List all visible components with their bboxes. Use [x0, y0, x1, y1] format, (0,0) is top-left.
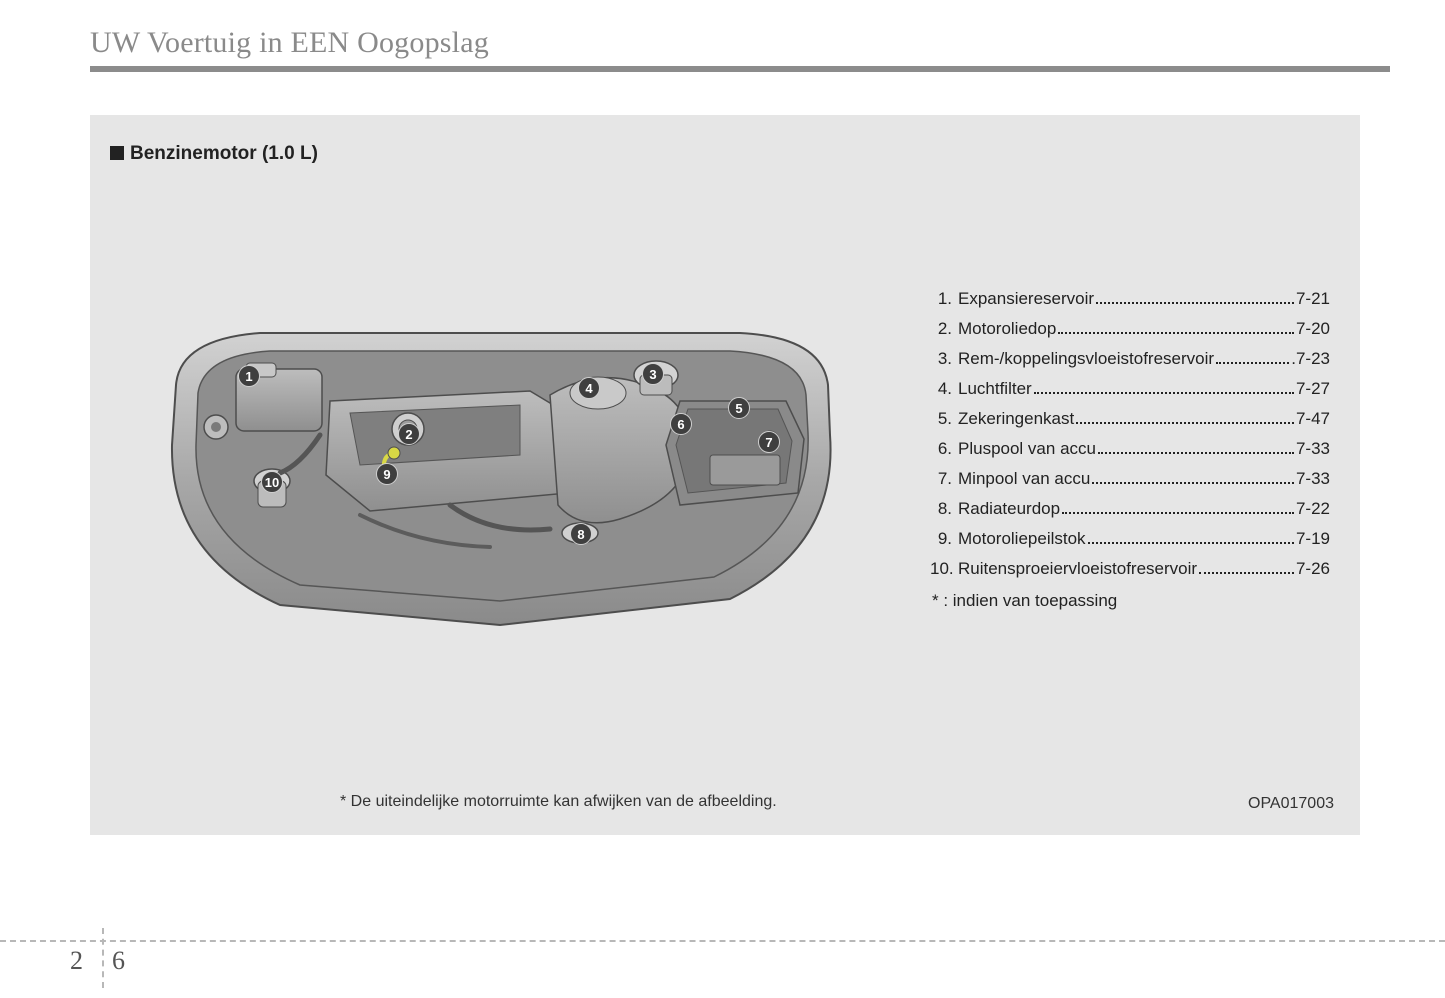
- legend-label: Luchtfilter: [958, 375, 1032, 403]
- diagram-footnote: * De uiteindelijke motorruimte kan afwij…: [340, 793, 777, 811]
- footer-horizontal-rule: [0, 940, 1445, 942]
- legend-number: 6.: [930, 435, 958, 463]
- content-panel: Benzinemotor (1.0 L): [90, 115, 1360, 835]
- legend-page-ref: .7-23: [1291, 345, 1330, 373]
- legend-row: 8.Radiateurdop 7-22: [930, 495, 1330, 523]
- engine-callout-10: 10: [261, 471, 283, 493]
- legend-row: 1.Expansiereservoir 7-21: [930, 285, 1330, 313]
- legend-leader-dots: [1098, 441, 1294, 454]
- legend-label: Motoroliedop: [958, 315, 1056, 343]
- legend-leader-dots: [1088, 531, 1294, 544]
- legend-row: 5.Zekeringenkast 7-47: [930, 405, 1330, 433]
- engine-diagram: 1 2 3 4 5 6 7 8 9 10: [150, 305, 850, 635]
- page-number-section: 2: [70, 946, 83, 976]
- engine-callout-8: 8: [570, 523, 592, 545]
- legend-leader-dots: [1062, 501, 1294, 514]
- engine-callout-7: 7: [758, 431, 780, 453]
- page-number-page: 6: [112, 946, 125, 976]
- legend-page-ref: 7-21: [1296, 285, 1330, 313]
- section-label-text: Benzinemotor (1.0 L): [130, 143, 318, 164]
- legend-number: 5.: [930, 405, 958, 433]
- engine-callout-1: 1: [238, 365, 260, 387]
- section-label: Benzinemotor (1.0 L): [110, 143, 318, 165]
- legend-number: 1.: [930, 285, 958, 313]
- legend-page-ref: 7-33: [1296, 465, 1330, 493]
- legend-label: Expansiereservoir: [958, 285, 1094, 313]
- legend-label: Ruitensproeiervloeistofreservoir: [958, 555, 1197, 583]
- legend-number: 4.: [930, 375, 958, 403]
- image-id: OPA017003: [1248, 795, 1334, 813]
- legend-label: Rem-/koppelingsvloeistofreservoir: [958, 345, 1214, 373]
- legend-page-ref: 7-26: [1296, 555, 1330, 583]
- legend-row: 10.Ruitensproeiervloeistofreservoir 7-26: [930, 555, 1330, 583]
- document-page: UW Voertuig in EEN Oogopslag Benzinemoto…: [0, 0, 1445, 998]
- legend-leader-dots: [1216, 351, 1289, 364]
- square-bullet-icon: [110, 146, 124, 160]
- legend-row: 4.Luchtfilter 7-27: [930, 375, 1330, 403]
- engine-callout-2: 2: [398, 423, 420, 445]
- legend-page-ref: 7-27: [1296, 375, 1330, 403]
- legend-label: Radiateurdop: [958, 495, 1060, 523]
- engine-callout-6: 6: [670, 413, 692, 435]
- legend-label: Zekeringenkast: [958, 405, 1074, 433]
- footer-vertical-rule: [102, 928, 104, 988]
- legend-row: 3.Rem-/koppelingsvloeistofreservoir .7-2…: [930, 345, 1330, 373]
- legend-label: Motoroliepeilstok: [958, 525, 1086, 553]
- engine-callout-3: 3: [642, 363, 664, 385]
- legend-note: * : indien van toepassing: [930, 587, 1330, 615]
- legend-leader-dots: [1058, 321, 1294, 334]
- page-footer: 2 6: [0, 908, 1445, 998]
- engine-illustration: [150, 305, 850, 635]
- legend-number: 3.: [930, 345, 958, 373]
- legend-leader-dots: [1092, 471, 1294, 484]
- legend-leader-dots: [1034, 381, 1294, 394]
- page-header: UW Voertuig in EEN Oogopslag: [0, 0, 1445, 60]
- legend-list: 1.Expansiereservoir7-212.Motoroliedop 7-…: [930, 285, 1330, 615]
- legend-row: 6.Pluspool van accu 7-33: [930, 435, 1330, 463]
- legend-number: 8.: [930, 495, 958, 523]
- legend-leader-dots: [1076, 411, 1294, 424]
- legend-page-ref: 7-19: [1296, 525, 1330, 553]
- header-rule: [90, 66, 1390, 72]
- engine-callout-4: 4: [578, 377, 600, 399]
- legend-leader-dots: [1096, 291, 1294, 304]
- legend-number: 10.: [930, 555, 958, 583]
- engine-callout-9: 9: [376, 463, 398, 485]
- legend-row: 2.Motoroliedop 7-20: [930, 315, 1330, 343]
- engine-callout-5: 5: [728, 397, 750, 419]
- legend-number: 9.: [930, 525, 958, 553]
- legend-page-ref: 7-33: [1296, 435, 1330, 463]
- legend-label: Minpool van accu: [958, 465, 1090, 493]
- legend-page-ref: 7-22: [1296, 495, 1330, 523]
- legend-page-ref: 7-47: [1296, 405, 1330, 433]
- legend-number: 2.: [930, 315, 958, 343]
- legend-number: 7.: [930, 465, 958, 493]
- page-title: UW Voertuig in EEN Oogopslag: [90, 26, 1445, 60]
- legend-row: 9.Motoroliepeilstok 7-19: [930, 525, 1330, 553]
- legend-label: Pluspool van accu: [958, 435, 1096, 463]
- legend-leader-dots: [1199, 561, 1294, 574]
- legend-row: 7.Minpool van accu 7-33: [930, 465, 1330, 493]
- legend-page-ref: 7-20: [1296, 315, 1330, 343]
